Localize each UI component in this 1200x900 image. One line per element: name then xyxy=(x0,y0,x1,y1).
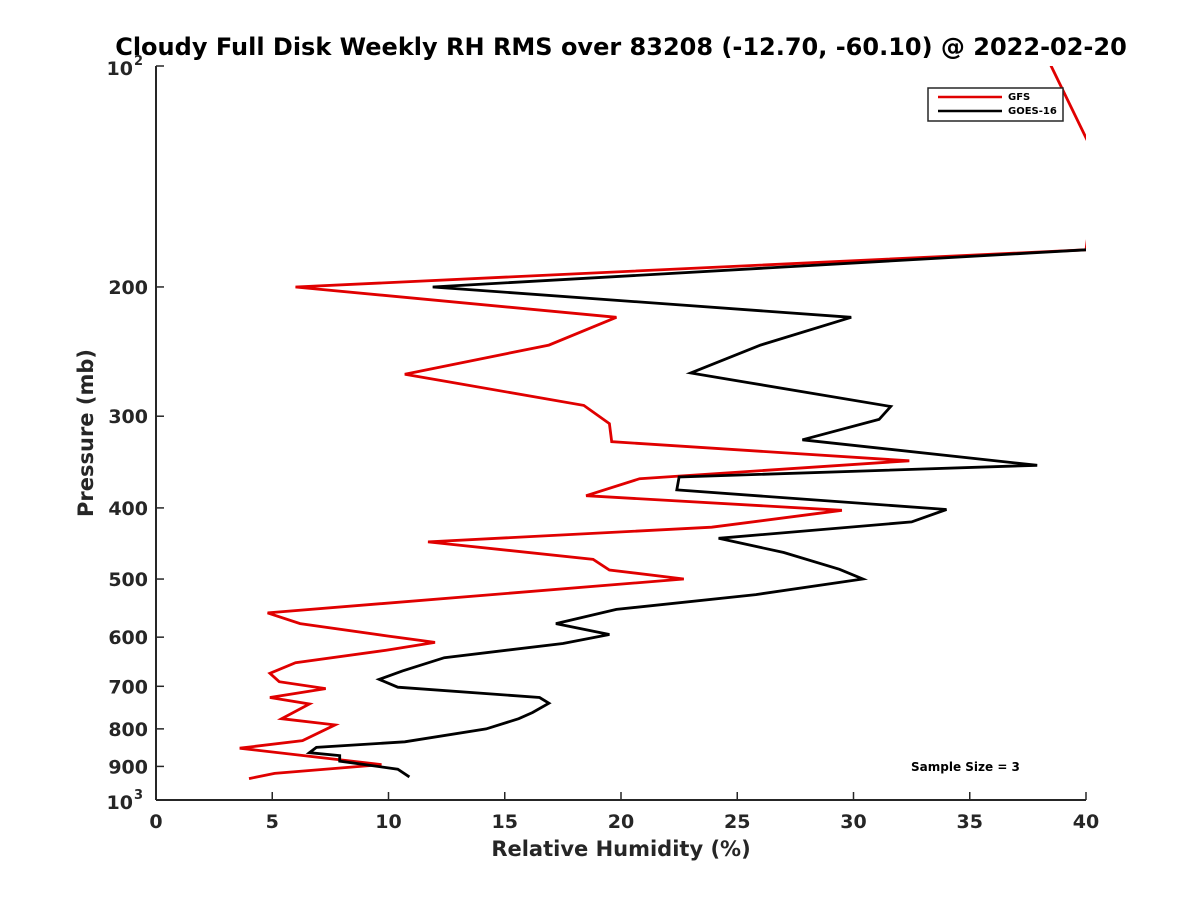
y-tick-label: 300 xyxy=(108,406,148,428)
x-tick-label: 40 xyxy=(1073,811,1099,833)
x-tick-label: 5 xyxy=(266,811,279,833)
legend-label-gfs: GFS xyxy=(1008,92,1030,103)
x-tick-label: 10 xyxy=(375,811,401,833)
x-axis-label: Relative Humidity (%) xyxy=(491,837,750,861)
x-tick-label: 25 xyxy=(724,811,750,833)
x-tick-label: 30 xyxy=(840,811,866,833)
x-tick-label: 15 xyxy=(492,811,518,833)
x-ticks: 0 5 10 15 20 25 30 35 40 xyxy=(149,792,1099,833)
y-axis-label: Pressure (mb) xyxy=(74,349,98,517)
y-tick-label: 900 xyxy=(108,756,148,778)
series-line-gfs xyxy=(239,66,1086,780)
y-tick-label: 400 xyxy=(108,498,148,520)
legend-box xyxy=(927,87,1064,122)
y-tick-label: 10 xyxy=(107,792,133,814)
x-tick-label: 0 xyxy=(149,811,162,833)
series-layer xyxy=(239,66,1086,780)
x-tick-label: 20 xyxy=(608,811,634,833)
y-tick-label: 800 xyxy=(108,719,148,741)
y-tick-exponent: 2 xyxy=(134,54,143,69)
y-tick-label: 10 xyxy=(107,58,133,80)
legend: GFS GOES-16 xyxy=(927,87,1064,122)
sample-size-annotation: Sample Size = 3 xyxy=(911,760,1020,774)
y-tick-label: 200 xyxy=(108,277,148,299)
y-tick-exponent: 3 xyxy=(134,788,143,803)
legend-label-goes16: GOES-16 xyxy=(1008,106,1057,117)
y-tick-label: 700 xyxy=(108,676,148,698)
y-tick-label: 600 xyxy=(108,627,148,649)
x-tick-label: 35 xyxy=(957,811,983,833)
y-tick-label: 500 xyxy=(108,569,148,591)
chart-title: Cloudy Full Disk Weekly RH RMS over 8320… xyxy=(115,33,1127,61)
series-line-goes16 xyxy=(305,248,1086,779)
